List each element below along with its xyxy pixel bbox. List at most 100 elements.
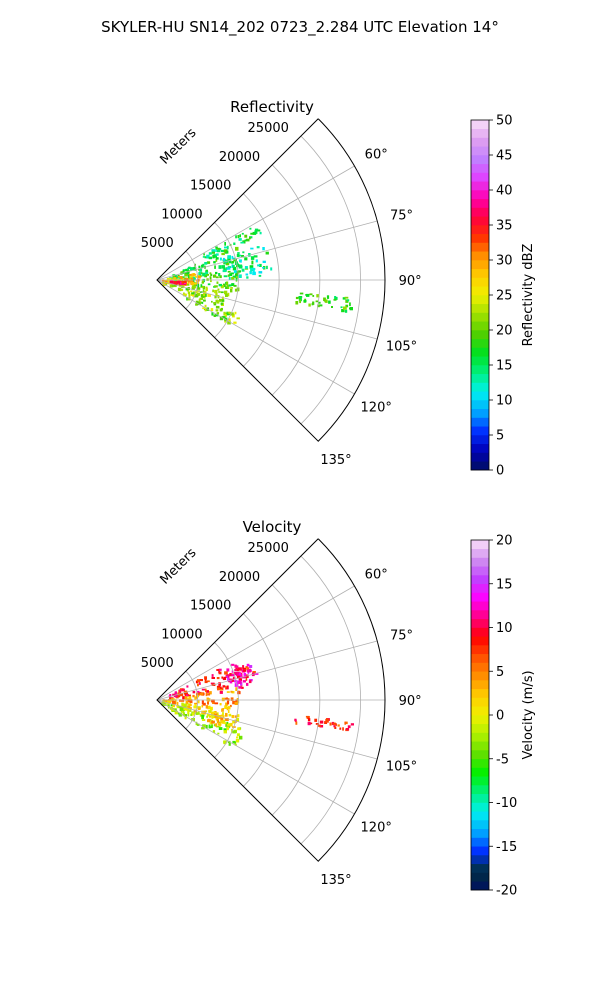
echo-gate	[239, 672, 241, 676]
echo-gate	[167, 706, 170, 709]
echo-gate	[246, 667, 249, 671]
echo-gate	[333, 725, 336, 728]
colorbar-tick-label: -15	[496, 840, 517, 855]
echo-gate	[174, 699, 177, 702]
echo-gate	[162, 281, 166, 285]
echo-gate	[239, 678, 242, 681]
echo-gate	[185, 287, 189, 291]
echo-gate	[234, 701, 239, 705]
echo-gate	[205, 705, 208, 709]
range-tick-label: 15000	[190, 599, 231, 614]
echo-gate	[340, 306, 343, 309]
echo-gate	[334, 726, 337, 729]
echo-gate	[236, 665, 239, 669]
echo-gate	[199, 713, 202, 717]
colorbar-band	[471, 785, 489, 795]
echo-gate	[344, 296, 349, 299]
echo-gate	[172, 274, 175, 278]
echo-gate	[222, 712, 224, 715]
colorbar-band	[471, 330, 489, 340]
colorbar-band	[471, 190, 489, 200]
echo-gate	[341, 309, 345, 313]
echo-gate	[226, 691, 230, 693]
echo-gate	[249, 227, 252, 230]
echo-gate	[200, 294, 204, 298]
echo-gate	[190, 281, 194, 286]
echo-gate	[179, 693, 184, 697]
echo-gate	[256, 246, 260, 249]
echo-gate	[328, 300, 331, 304]
echo-gate	[235, 276, 238, 279]
colorbar-tick-label: 5	[496, 665, 504, 680]
echo-gate	[173, 695, 177, 698]
echo-gate	[170, 698, 174, 700]
echo-gate	[221, 249, 225, 252]
colorbar-band	[471, 645, 489, 655]
echo-gate	[227, 292, 230, 297]
echo-gate	[170, 704, 173, 707]
echo-gate	[204, 262, 208, 265]
echo-gate	[250, 232, 254, 235]
echo-gate	[318, 301, 321, 304]
echo-gate	[221, 697, 225, 702]
echo-gate	[198, 682, 201, 685]
echo-gate	[207, 719, 211, 723]
colorbar-tick-label: 25	[496, 289, 513, 304]
echo-gate	[236, 718, 240, 722]
azimuth-gridline	[156, 165, 355, 281]
echo-gate	[205, 287, 208, 291]
echo-gate	[186, 694, 189, 697]
colorbar-band	[471, 356, 489, 366]
range-axis-label: Meters	[158, 125, 200, 167]
echo-gate	[184, 272, 189, 276]
echo-gate	[227, 270, 231, 273]
echo-gate	[225, 286, 229, 289]
echo-gate	[193, 266, 197, 271]
echo-gate	[211, 674, 214, 677]
echo-gate	[207, 680, 210, 683]
echo-gate	[237, 235, 240, 239]
echo-gate	[238, 270, 241, 273]
echo-gate	[191, 292, 195, 295]
echo-gate	[177, 274, 180, 277]
echo-gate	[202, 256, 206, 258]
echo-gate	[181, 699, 185, 702]
echo-gate	[208, 257, 211, 259]
colorbar-band	[471, 242, 489, 252]
echo-gate	[187, 274, 190, 279]
echo-gate	[220, 284, 224, 289]
echo-gate	[225, 702, 229, 706]
colorbar-band	[471, 417, 489, 427]
echo-gate	[227, 285, 230, 289]
echo-gate	[206, 254, 210, 259]
echo-gate	[231, 715, 235, 719]
echo-gate	[215, 271, 218, 275]
echo-gate	[236, 675, 241, 679]
echo-gate	[238, 274, 242, 278]
echo-gate	[220, 720, 224, 724]
echo-gate	[188, 280, 191, 283]
echo-gate	[208, 256, 212, 260]
colorbar-tick-label: 35	[496, 219, 513, 234]
colorbar-band	[471, 426, 489, 436]
echo-gate	[179, 279, 183, 283]
colorbar-band	[471, 627, 489, 637]
echo-gate	[343, 306, 347, 310]
echo-gate	[204, 676, 207, 680]
echo-gate	[219, 298, 223, 302]
echo-gate	[234, 680, 236, 683]
colorbar-label: Reflectivity dBZ	[521, 244, 536, 347]
echo-gate	[176, 281, 180, 284]
echo-gate	[202, 711, 204, 715]
echo-gate	[224, 242, 226, 246]
colorbar-band	[471, 802, 489, 812]
echo-gate	[224, 290, 228, 295]
echo-gate	[215, 305, 220, 309]
echo-gate	[190, 713, 193, 716]
echo-gate	[181, 276, 185, 280]
echo-gate	[244, 239, 247, 242]
echo-gate	[344, 309, 348, 313]
echo-gate	[208, 710, 211, 713]
echo-gate	[223, 283, 226, 288]
